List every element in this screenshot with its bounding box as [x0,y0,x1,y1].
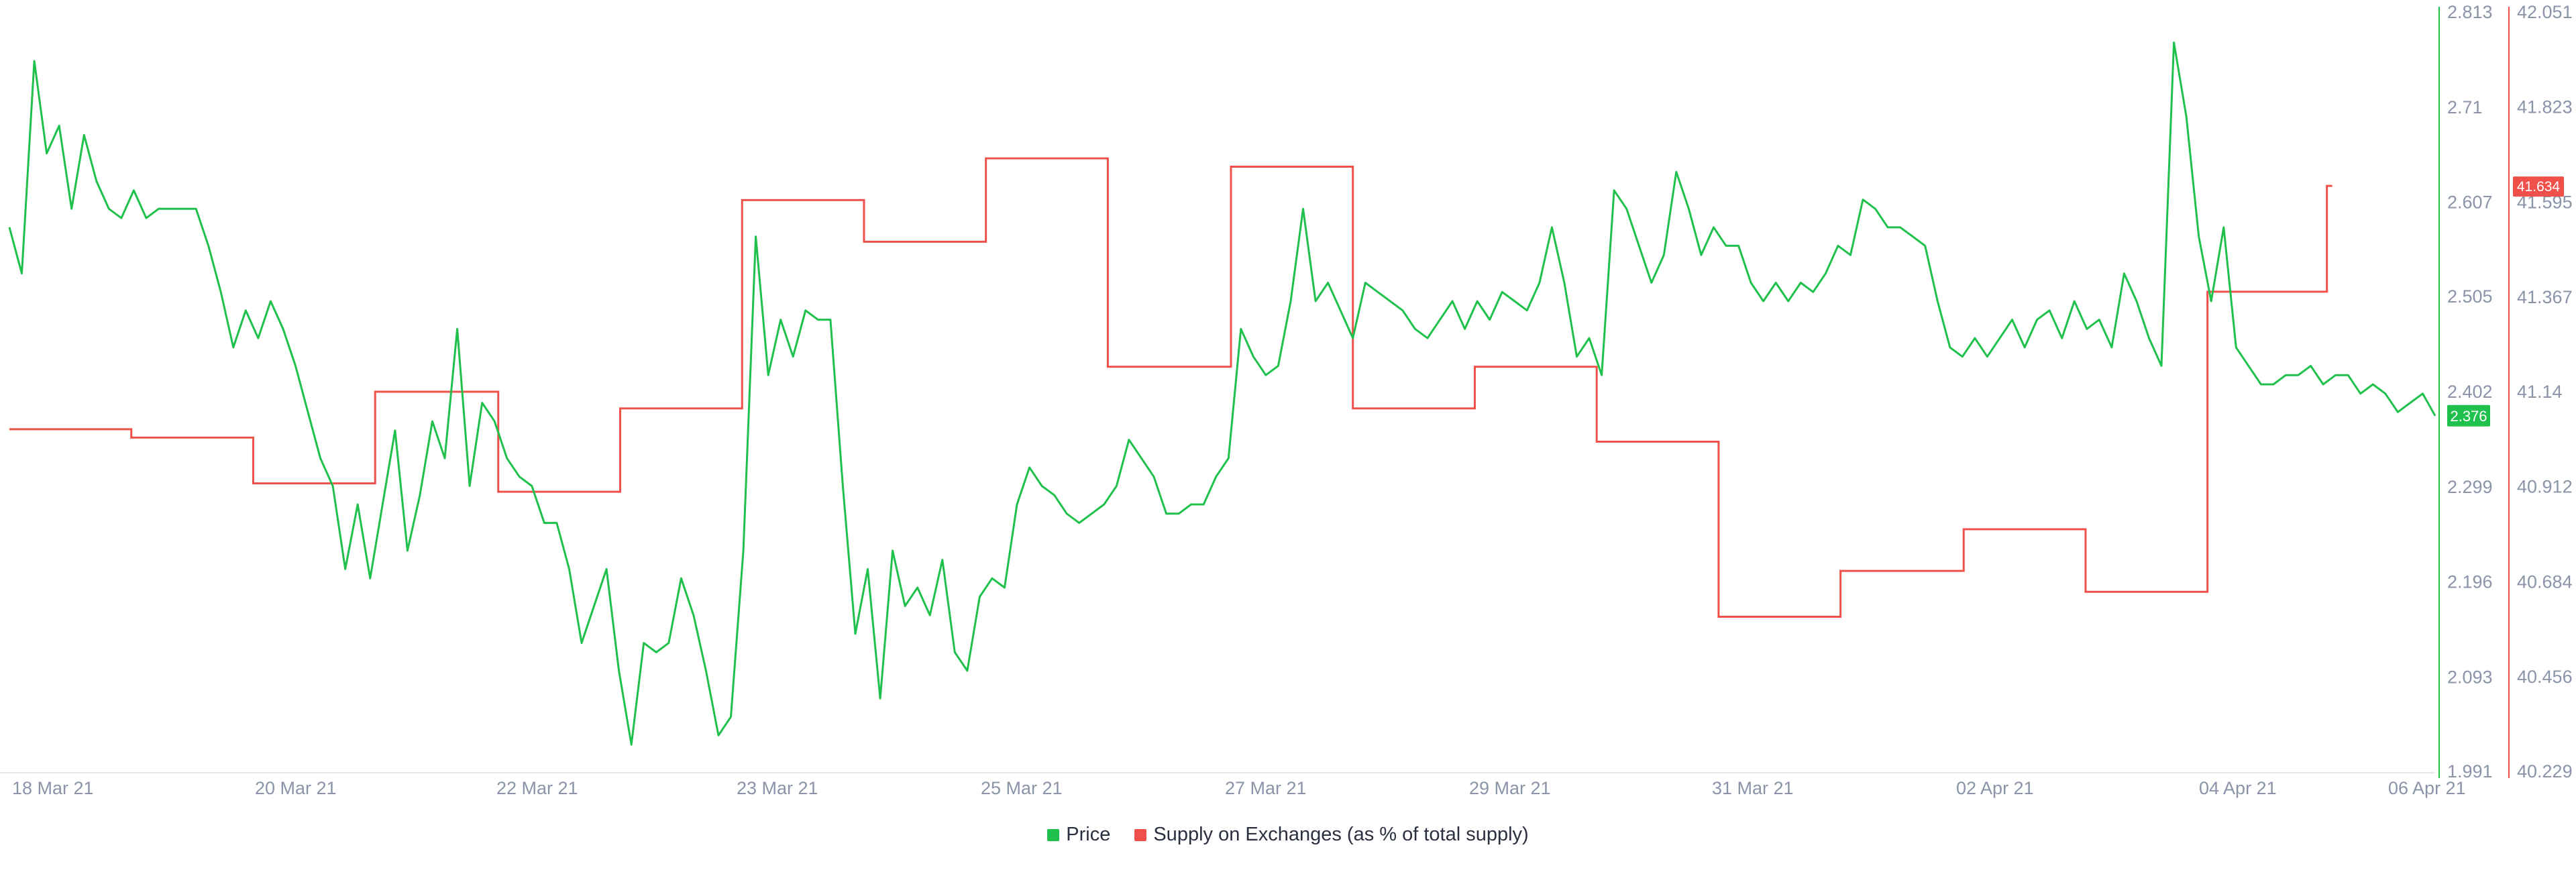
x-tick-label: 20 Mar 21 [255,778,337,798]
price-swatch-icon [1047,828,1060,841]
x-tick-label: 22 Mar 21 [496,778,578,798]
legend-label-supply: Supply on Exchanges (as % of total suppl… [1153,824,1529,845]
x-tick-label: 18 Mar 21 [12,778,94,798]
y-right-tick-label: 41.823 [2517,97,2573,117]
y-right-tick-label: 41.367 [2517,287,2573,307]
supply-series-line [9,157,2332,618]
supply-last-badge [2513,176,2564,197]
y-right-tick-label: 40.684 [2517,571,2573,592]
price-last-badge-label: 2.376 [2450,408,2487,425]
x-tick-label: 25 Mar 21 [981,778,1063,798]
y-right-tick-label: 42.051 [2517,2,2573,22]
y-left-tick-label: 2.607 [2447,193,2493,213]
y-left-tick-label: 2.093 [2447,667,2493,688]
price-series-line [8,41,2436,746]
legend-label-price: Price [1066,824,1111,845]
y-left-tick-label: 2.402 [2447,382,2493,402]
y-right-tick-label: 40.456 [2517,667,2573,687]
supply-last-badge-label: 41.634 [2517,179,2561,195]
y-left-tick-label: 2.299 [2447,477,2493,497]
x-tick-label: 23 Mar 21 [737,778,818,798]
y-right-tick-label: 41.14 [2517,382,2563,402]
y-left-tick-label: 2.71 [2447,97,2483,117]
y-left-tick-label: 1.991 [2447,761,2493,781]
x-tick-label: 29 Mar 21 [1469,778,1551,798]
y-right-tick-label: 40.912 [2517,477,2573,497]
x-tick-label: 27 Mar 21 [1225,778,1307,798]
y-left-tick-label: 2.813 [2447,2,2493,22]
y-left-tick-label: 2.196 [2447,572,2493,592]
legend: Price Supply on Exchanges (as % of total… [0,824,2576,846]
x-tick-label: 02 Apr 21 [1956,778,2034,798]
price-last-badge [2447,404,2490,427]
y-right-tick-label: 40.229 [2517,761,2573,781]
x-tick-label: 04 Apr 21 [2199,778,2277,798]
supply-swatch-icon [1134,828,1147,841]
y-left-tick-label: 2.505 [2447,286,2493,307]
x-tick-label: 31 Mar 21 [1712,778,1794,798]
x-tick-label: 06 Apr 21 [2388,778,2466,798]
legend-item-price[interactable]: Price [1047,824,1110,846]
legend-item-supply[interactable]: Supply on Exchanges (as % of total suppl… [1134,824,1529,846]
